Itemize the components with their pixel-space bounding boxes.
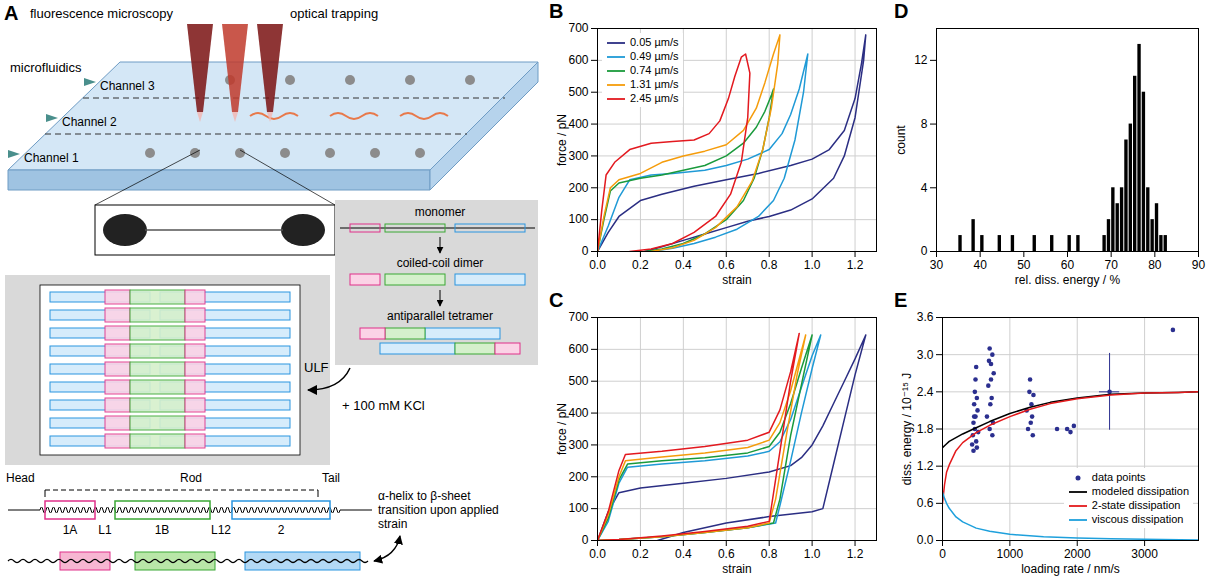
svg-text:0.8: 0.8 [761, 547, 778, 561]
svg-text:microfluidics: microfluidics [10, 60, 82, 75]
svg-text:0.6: 0.6 [718, 547, 735, 561]
svg-text:ULF: ULF [304, 360, 329, 375]
svg-text:strain: strain [378, 517, 407, 531]
svg-text:500: 500 [568, 85, 588, 99]
svg-text:2: 2 [278, 523, 285, 537]
svg-text:0.6: 0.6 [917, 496, 934, 510]
svg-text:400: 400 [568, 406, 588, 420]
svg-text:0.4: 0.4 [675, 547, 692, 561]
svg-text:50: 50 [1017, 258, 1031, 272]
svg-text:0: 0 [939, 547, 946, 561]
svg-text:0.4: 0.4 [675, 258, 692, 272]
svg-text:100: 100 [568, 212, 588, 226]
svg-text:3.0: 3.0 [917, 348, 934, 362]
html-text:2-state dissipation: 2-state dissipation [1091, 499, 1181, 511]
html-text:data points: data points [1091, 471, 1146, 483]
svg-text:600: 600 [568, 53, 588, 67]
html-text:2.45 µm/s: 2.45 µm/s [630, 92, 679, 104]
svg-text:200: 200 [568, 181, 588, 195]
html-text:0.74 µm/s: 0.74 µm/s [630, 64, 679, 76]
svg-text:0.0: 0.0 [917, 533, 934, 547]
svg-text:12: 12 [914, 53, 928, 67]
svg-text:Rod: Rod [180, 471, 202, 485]
svg-text:400: 400 [568, 117, 588, 131]
svg-text:loading rate / nm/s: loading rate / nm/s [1021, 562, 1120, 576]
svg-text:L1: L1 [98, 523, 112, 537]
svg-text:1.2: 1.2 [847, 258, 864, 272]
svg-text:80: 80 [1148, 258, 1162, 272]
svg-text:monomer: monomer [415, 205, 466, 219]
svg-text:700: 700 [568, 21, 588, 35]
html-text:0.49 µm/s: 0.49 µm/s [630, 50, 679, 62]
svg-text:0.0: 0.0 [589, 258, 606, 272]
svg-text:antiparallel tetramer: antiparallel tetramer [387, 309, 493, 323]
svg-text:30: 30 [930, 258, 944, 272]
svg-text:300: 300 [568, 438, 588, 452]
svg-text:1.0: 1.0 [804, 258, 821, 272]
svg-text:strain: strain [722, 273, 751, 287]
svg-text:3000: 3000 [1131, 547, 1158, 561]
svg-text:0.6: 0.6 [718, 258, 735, 272]
svg-text:70: 70 [1104, 258, 1118, 272]
svg-text:Tail: Tail [322, 471, 340, 485]
svg-text:A: A [4, 2, 18, 24]
html-text:B: B [549, 0, 564, 22]
svg-text:transition upon applied: transition upon applied [378, 503, 499, 517]
svg-text:force / pN: force / pN [555, 114, 569, 166]
svg-text:1000: 1000 [997, 547, 1024, 561]
svg-text:4: 4 [921, 181, 928, 195]
svg-text:200: 200 [568, 470, 588, 484]
svg-text:force / pN: force / pN [555, 403, 569, 455]
html-text:0.05 µm/s: 0.05 µm/s [630, 36, 679, 48]
html-text:D: D [894, 0, 909, 22]
svg-text:40: 40 [973, 258, 987, 272]
html-text:viscous dissipation: viscous dissipation [1091, 513, 1184, 525]
svg-text:Head: Head [6, 471, 35, 485]
svg-text:700: 700 [568, 310, 588, 324]
svg-text:L12: L12 [211, 523, 231, 537]
svg-text:rel. diss. energy / %: rel. diss. energy / % [1015, 273, 1121, 287]
svg-text:0.8: 0.8 [761, 258, 778, 272]
svg-text:1B: 1B [155, 523, 170, 537]
svg-text:α-helix to β-sheet: α-helix to β-sheet [378, 489, 471, 503]
svg-text:Channel 2: Channel 2 [62, 115, 117, 129]
svg-text:coiled-coil dimer: coiled-coil dimer [397, 256, 484, 270]
svg-text:2.4: 2.4 [917, 385, 934, 399]
svg-text:1.8: 1.8 [917, 422, 934, 436]
svg-text:500: 500 [568, 374, 588, 388]
svg-text:600: 600 [568, 342, 588, 356]
svg-text:0.2: 0.2 [632, 258, 649, 272]
svg-text:0: 0 [582, 244, 589, 258]
html-text:E: E [894, 289, 908, 311]
svg-text:90: 90 [1192, 258, 1206, 272]
svg-text:60: 60 [1061, 258, 1075, 272]
svg-text:100: 100 [568, 501, 588, 515]
html-text:modeled dissipation: modeled dissipation [1091, 485, 1189, 497]
svg-text:count: count [894, 125, 908, 155]
svg-text:diss. energy / 10⁻¹⁵ J: diss. energy / 10⁻¹⁵ J [900, 373, 914, 486]
svg-text:optical trapping: optical trapping [290, 6, 378, 21]
svg-text:300: 300 [568, 149, 588, 163]
svg-text:1.2: 1.2 [917, 459, 934, 473]
svg-text:Channel 1: Channel 1 [24, 151, 79, 165]
svg-text:8: 8 [921, 117, 928, 131]
html-text:C: C [549, 289, 564, 311]
svg-text:Channel 3: Channel 3 [100, 79, 155, 93]
svg-text:1A: 1A [63, 523, 78, 537]
svg-text:3.6: 3.6 [917, 310, 934, 324]
svg-text:strain: strain [722, 562, 751, 576]
svg-text:0: 0 [921, 244, 928, 258]
svg-text:2000: 2000 [1064, 547, 1091, 561]
svg-text:0: 0 [582, 533, 589, 547]
svg-text:0.2: 0.2 [632, 547, 649, 561]
svg-text:1.2: 1.2 [847, 547, 864, 561]
svg-text:0.0: 0.0 [589, 547, 606, 561]
svg-text:fluorescence microscopy: fluorescence microscopy [30, 6, 174, 21]
svg-text:1.0: 1.0 [804, 547, 821, 561]
html-text:1.31 µm/s: 1.31 µm/s [630, 78, 679, 90]
svg-text:+ 100 mM KCl: + 100 mM KCl [342, 398, 425, 413]
